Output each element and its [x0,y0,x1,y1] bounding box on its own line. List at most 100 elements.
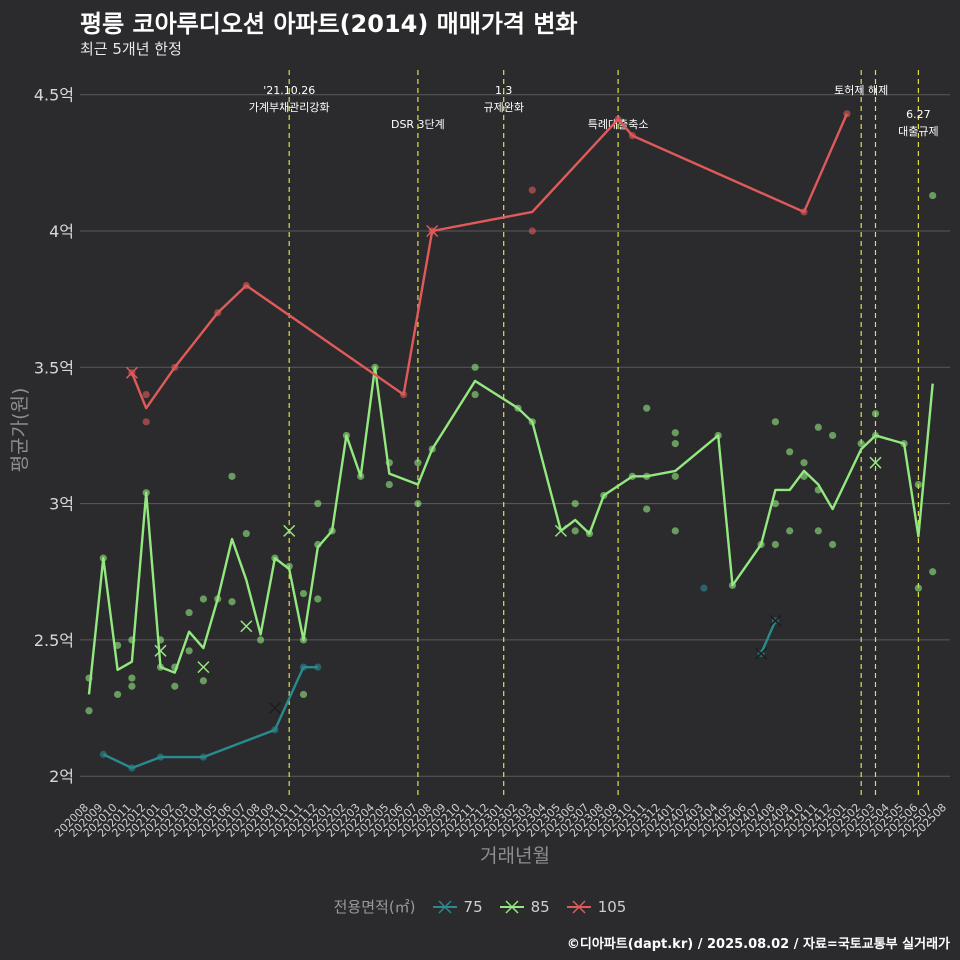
data-point-85 [171,663,179,671]
data-point-85 [85,707,93,715]
data-point-105 [171,363,179,371]
data-point-85 [128,636,136,644]
event-label: 규제완화 [483,101,523,114]
data-point-85 [414,500,422,508]
legend-label-75: 75 [463,897,483,916]
legend-item-105: 105 [566,897,627,916]
data-point-85 [171,682,179,690]
data-point-85 [471,390,479,399]
data-point-105 [242,281,250,290]
data-point-85 [671,472,679,480]
data-point-85 [199,595,207,603]
legend-key-105-icon [566,899,591,914]
y-tick-label: 2.5억 [34,631,74,650]
data-point-85 [156,663,165,671]
data-point-85 [385,459,393,467]
data-point-85 [428,445,436,453]
data-point-75 [156,753,165,761]
legend: 전용면적(㎡) 75 85 105 [0,896,960,917]
data-point-85 [571,500,579,508]
y-tick-label: 4.5억 [34,86,74,105]
y-tick-label: 3.5억 [34,358,74,377]
cross-marker-75 [769,614,782,627]
data-point-85 [914,480,923,489]
data-point-105 [142,390,150,399]
data-point-85 [114,690,122,699]
data-point-85 [643,505,651,513]
data-point-85 [114,641,122,649]
series-line-75 [102,665,318,770]
cross-marker-85 [554,524,567,537]
cross-marker-85 [283,524,296,537]
data-point-85 [85,674,93,682]
cross-marker-85 [154,644,167,657]
data-point-85 [228,472,236,480]
data-point-85 [299,636,308,644]
event-label: 가계부채관리강화 [249,101,330,114]
x-axis-label: 거래년월 [480,845,550,867]
data-point-85 [671,527,679,535]
data-point-85 [871,410,880,418]
data-point-85 [99,554,107,562]
cross-marker-105 [426,224,439,238]
data-point-85 [857,440,865,448]
data-point-75 [199,753,207,761]
data-point-85 [514,404,522,412]
legend-label-85: 85 [530,897,550,916]
event-label: 대출규제 [898,125,938,138]
data-point-105 [528,227,536,235]
data-point-85 [242,529,250,538]
data-point-85 [900,440,908,448]
data-point-85 [643,404,651,412]
data-point-85 [314,595,322,603]
data-point-85 [800,472,808,480]
y-axis-label: 평균가(원) [9,388,31,473]
data-point-85 [528,418,536,426]
data-point-85 [814,527,822,535]
data-point-105 [628,132,637,140]
data-point-85 [929,191,937,200]
data-point-85 [299,690,308,699]
data-point-85 [142,489,150,497]
data-point-85 [800,459,808,467]
data-point-85 [299,589,308,598]
data-point-85 [314,540,322,549]
chart-subtitle: 최근 5개년 한정 [80,40,182,58]
data-point-85 [199,677,207,685]
data-point-85 [786,527,794,535]
cross-marker-85 [869,456,882,469]
data-point-85 [814,423,822,431]
legend-item-75: 75 [432,898,483,916]
data-point-105 [614,115,622,123]
data-point-105 [800,208,808,216]
data-point-85 [371,363,379,371]
data-point-75 [299,663,308,671]
data-point-105 [400,390,408,399]
data-point-105 [528,186,536,194]
data-point-85 [214,595,222,603]
legend-item-85: 85 [499,898,550,916]
data-point-75 [99,750,107,758]
data-point-85 [414,459,422,467]
legend-label-105: 105 [597,897,627,916]
data-point-85 [628,472,637,480]
data-point-85 [185,647,193,655]
series-line-85 [87,366,934,695]
event-label: 1.3 [495,84,513,97]
y-tick-label: 4억 [49,222,74,241]
data-point-85 [228,598,236,606]
data-point-75 [314,663,322,671]
cross-marker-85 [240,620,253,633]
event-label: 6.27 [906,108,931,121]
series-line-105 [130,113,848,410]
data-point-105 [843,110,851,118]
data-point-85 [471,363,479,371]
source-caption: ©디아파트(dapt.kr) / 2025.08.02 / 자료=국토교통부 실… [566,937,950,952]
legend-key-75-icon [432,899,457,914]
cross-marker-105 [125,366,138,379]
data-point-85 [342,431,350,440]
data-point-85 [757,540,765,549]
data-point-85 [871,431,880,440]
data-point-85 [314,500,322,508]
